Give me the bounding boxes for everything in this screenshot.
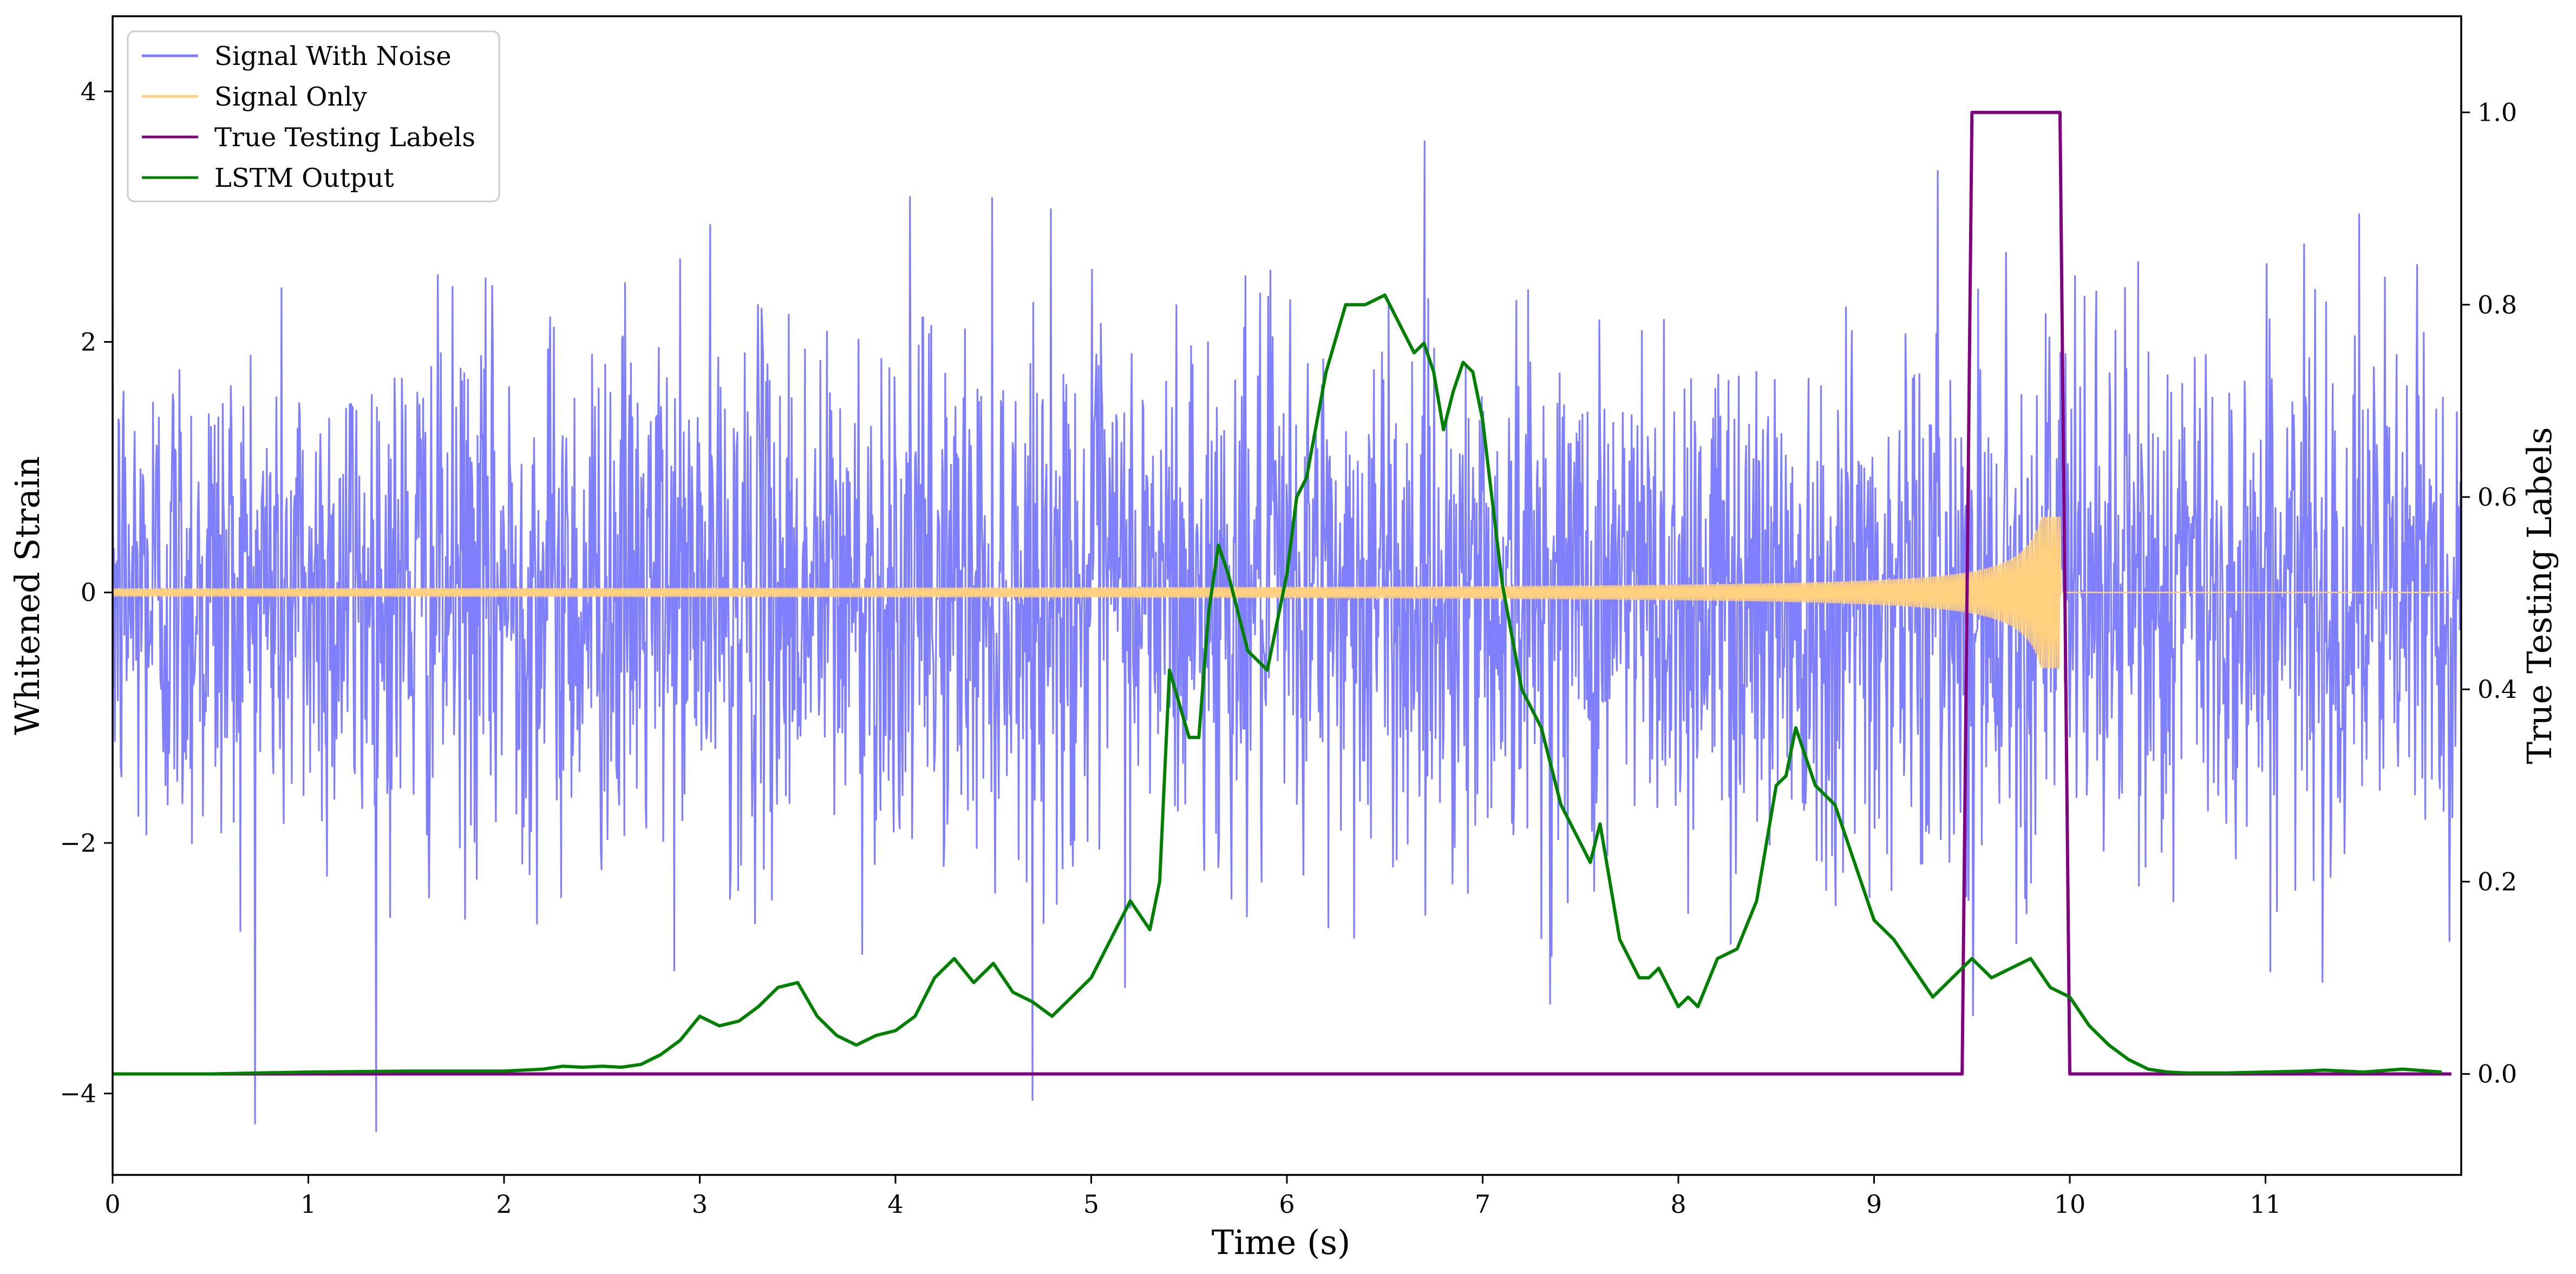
legend-label-signal-only: Signal Only [214,82,367,112]
x-tick-label: 11 [2250,1190,2281,1219]
legend-label-signal-with-noise: Signal With Noise [214,41,452,71]
plot-area [113,110,2461,1132]
y2-tick-label: 0.0 [2477,1060,2517,1089]
y2-tick-label: 1.0 [2477,98,2517,127]
series-lstm-output [113,293,2442,1076]
x-tick-label: 2 [496,1190,512,1219]
y-axis-right: 0.0 0.2 0.4 0.6 0.8 1.0 [2461,98,2517,1089]
legend-label-lstm-output: LSTM Output [214,163,394,193]
y2-tick-label: 0.4 [2477,675,2517,704]
y2-tick-label: 0.6 [2477,482,2517,512]
y-tick-label: 2 [81,328,96,357]
x-tick-label: 7 [1475,1190,1490,1219]
y-tick-label: 0 [81,578,96,607]
series-signal-with-noise [113,140,2461,1132]
x-tick-label: 0 [104,1190,120,1219]
x-tick-label: 3 [692,1190,708,1219]
x-tick-label: 1 [300,1190,316,1219]
x-tick-label: 5 [1083,1190,1099,1219]
x-tick-label: 4 [887,1190,903,1219]
x-tick-label: 8 [1670,1190,1686,1219]
x-tick-label: 9 [1866,1190,1882,1219]
x-axis: 0 1 2 3 4 5 6 7 8 9 10 11 [104,1175,2281,1219]
y-tick-label: −2 [60,828,96,858]
series-true-testing-labels [113,110,2451,1076]
legend-label-true-testing-labels: True Testing Labels [214,122,475,153]
y2-tick-label: 0.8 [2477,290,2517,319]
x-axis-label: Time (s) [1212,1223,1351,1262]
y-tick-label: 4 [81,77,96,106]
legend-box [127,30,500,202]
y2-axis-label: True Testing Labels [2520,427,2559,765]
y2-tick-label: 0.2 [2477,867,2517,896]
y-axis-left: −4 −2 0 2 4 [60,77,113,1108]
y-tick-label: −4 [60,1079,96,1108]
y-axis-label: Whitened Strain [8,456,47,735]
x-tick-label: 6 [1279,1190,1294,1219]
x-tick-label: 10 [2054,1190,2086,1219]
legend: Signal With Noise Signal Only True Testi… [127,30,500,202]
